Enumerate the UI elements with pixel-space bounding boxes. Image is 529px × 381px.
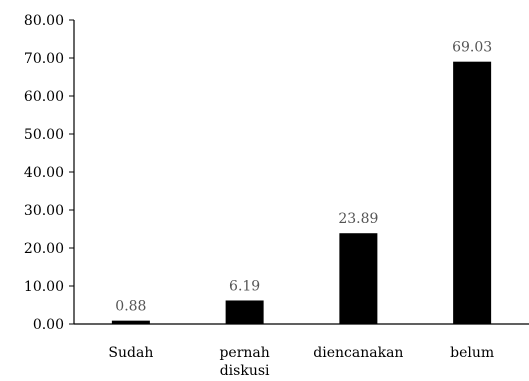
- y-tick-label: 20.00: [24, 241, 64, 257]
- x-category-label-line: pernah: [219, 345, 269, 361]
- bar: [339, 233, 378, 324]
- bar-value-label: 23.89: [338, 211, 378, 227]
- data-labels: 0.88 6.19 23.89 69.03: [115, 40, 492, 315]
- bar: [225, 300, 264, 324]
- y-tick-label: 30.00: [24, 203, 64, 219]
- x-category-label-line: Sudah: [108, 345, 153, 361]
- y-tick-label: 70.00: [24, 51, 64, 67]
- bar-value-label: 69.03: [452, 40, 492, 56]
- bar: [111, 320, 150, 324]
- y-tick-label: 40.00: [24, 165, 64, 181]
- bar: [453, 61, 492, 324]
- bar-value-label: 6.19: [229, 278, 260, 294]
- bar-value-label: 0.88: [115, 299, 146, 315]
- y-tick-label: 10.00: [24, 279, 64, 295]
- category-labels: Sudah pernah diskusi diencanakan belum: [108, 345, 494, 379]
- y-tick-label: 0.00: [33, 317, 64, 333]
- x-category-label: diencanakan: [313, 345, 403, 361]
- bars: [111, 61, 492, 324]
- x-category-label: belum: [450, 345, 494, 361]
- x-category-label-line: diencanakan: [313, 345, 403, 361]
- y-tick-label: 80.00: [24, 13, 64, 29]
- x-category-label-line: diskusi: [220, 363, 270, 379]
- y-tick-label: 50.00: [24, 127, 64, 143]
- x-category-label: pernah diskusi: [219, 345, 270, 379]
- y-tick-label: 60.00: [24, 89, 64, 105]
- y-axis-ticks: 0.00 10.00 20.00 30.00 40.00 50.00 60.00 70.00 8…: [24, 13, 74, 333]
- x-category-label-line: belum: [450, 345, 494, 361]
- x-category-label: Sudah: [108, 345, 153, 361]
